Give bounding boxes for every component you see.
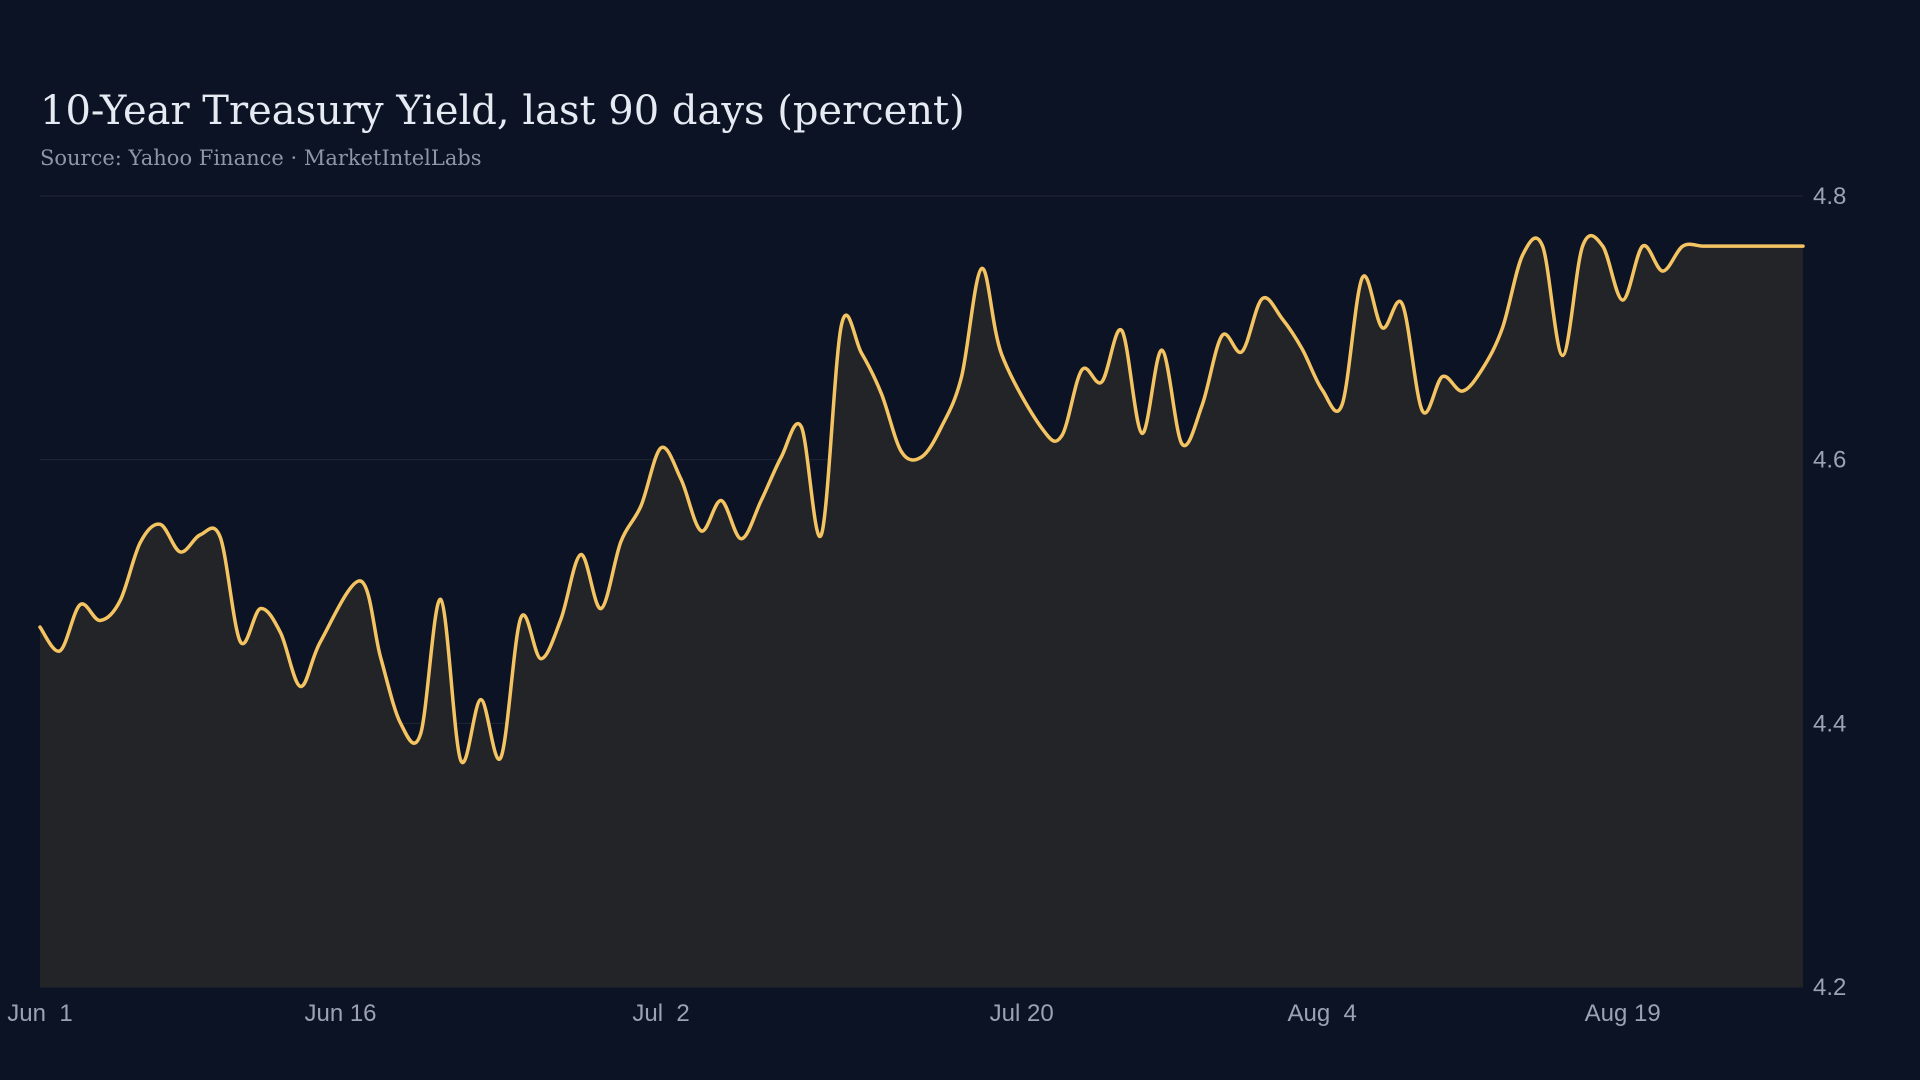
y-tick-label: 4.4 (1813, 710, 1846, 737)
yield-area-fill (40, 235, 1803, 988)
y-tick-label: 4.2 (1813, 974, 1846, 1001)
x-tick-label: Aug 4 (1287, 1000, 1356, 1027)
yield-line (38, 233, 1805, 765)
x-tick-label: Jun 1 (7, 1000, 72, 1027)
x-tick-label: Jul 2 (632, 1000, 689, 1027)
x-tick-label: Jun 16 (304, 1000, 376, 1027)
chart-title: 10-Year Treasury Yield, last 90 days (pe… (40, 88, 965, 134)
y-tick-label: 4.6 (1813, 447, 1846, 474)
y-tick-label: 4.8 (1813, 183, 1846, 210)
x-tick-label: Jul 20 (990, 1000, 1054, 1027)
y-axis-labels: 4.2 4.4 4.6 4.8 (1813, 183, 1846, 1001)
x-axis-labels: Jun 1 Jun 16 Jul 2 Jul 20 Aug 4 Aug 19 (7, 1000, 1660, 1027)
x-tick-label: Aug 19 (1585, 1000, 1661, 1027)
chart-subtitle: Source: Yahoo Finance · MarketIntelLabs (40, 146, 482, 170)
